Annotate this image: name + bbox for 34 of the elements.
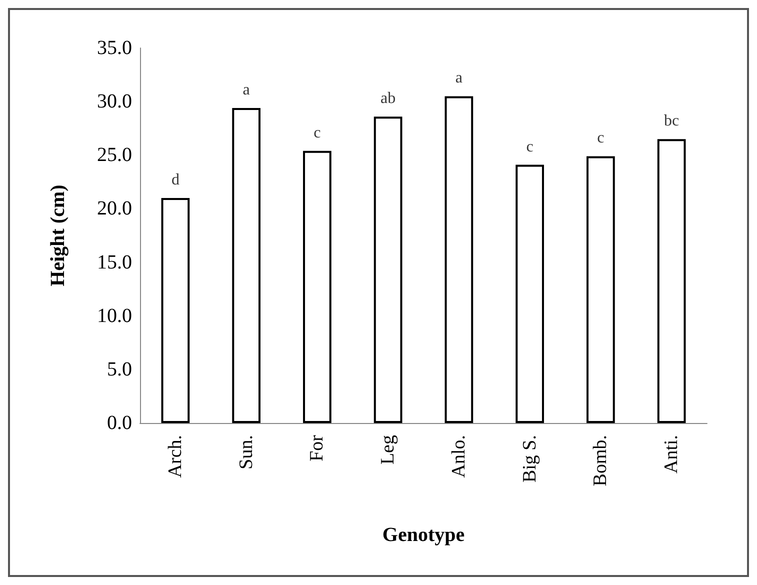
x-tick-label: Leg [378,434,399,465]
x-tick-label: Sun. [236,435,257,470]
bar [374,116,402,423]
annotation: ab [380,90,396,108]
y-tick-label: 0.0 [107,412,132,434]
bar [516,164,544,423]
x-tick-label: Arch. [164,435,186,478]
annotation: c [526,138,534,156]
x-tick-label: Anti. [661,435,682,474]
x-tick-label: For [306,434,328,462]
annotation: d [171,172,180,188]
annotation: c [314,124,321,142]
y-tick-label: 5.0 [107,358,132,380]
bar [444,96,474,423]
bar [232,108,260,423]
annotation: bc [664,112,680,130]
y-tick-label: 15.0 [97,251,132,274]
annotation: a [455,70,462,87]
bar [657,139,686,423]
annotation: c [597,130,604,147]
y-tick-label: 30.0 [97,90,132,113]
y-tick-label: 20.0 [97,198,132,220]
y-tick-label: 10.0 [97,304,132,327]
bar [161,198,190,423]
bar [586,156,615,423]
x-tick-label: Anlo. [448,435,470,478]
y-axis-title: Height (cm) [47,184,69,286]
y-tick-label: 35.0 [97,37,132,59]
x-axis-title: Genotype [382,524,465,546]
y-tick-label: 25.0 [97,144,132,166]
annotation: a [242,82,250,98]
bar [303,150,332,423]
x-tick-label: Bomb. [590,435,612,486]
x-tick-label: Big S. [519,435,540,483]
